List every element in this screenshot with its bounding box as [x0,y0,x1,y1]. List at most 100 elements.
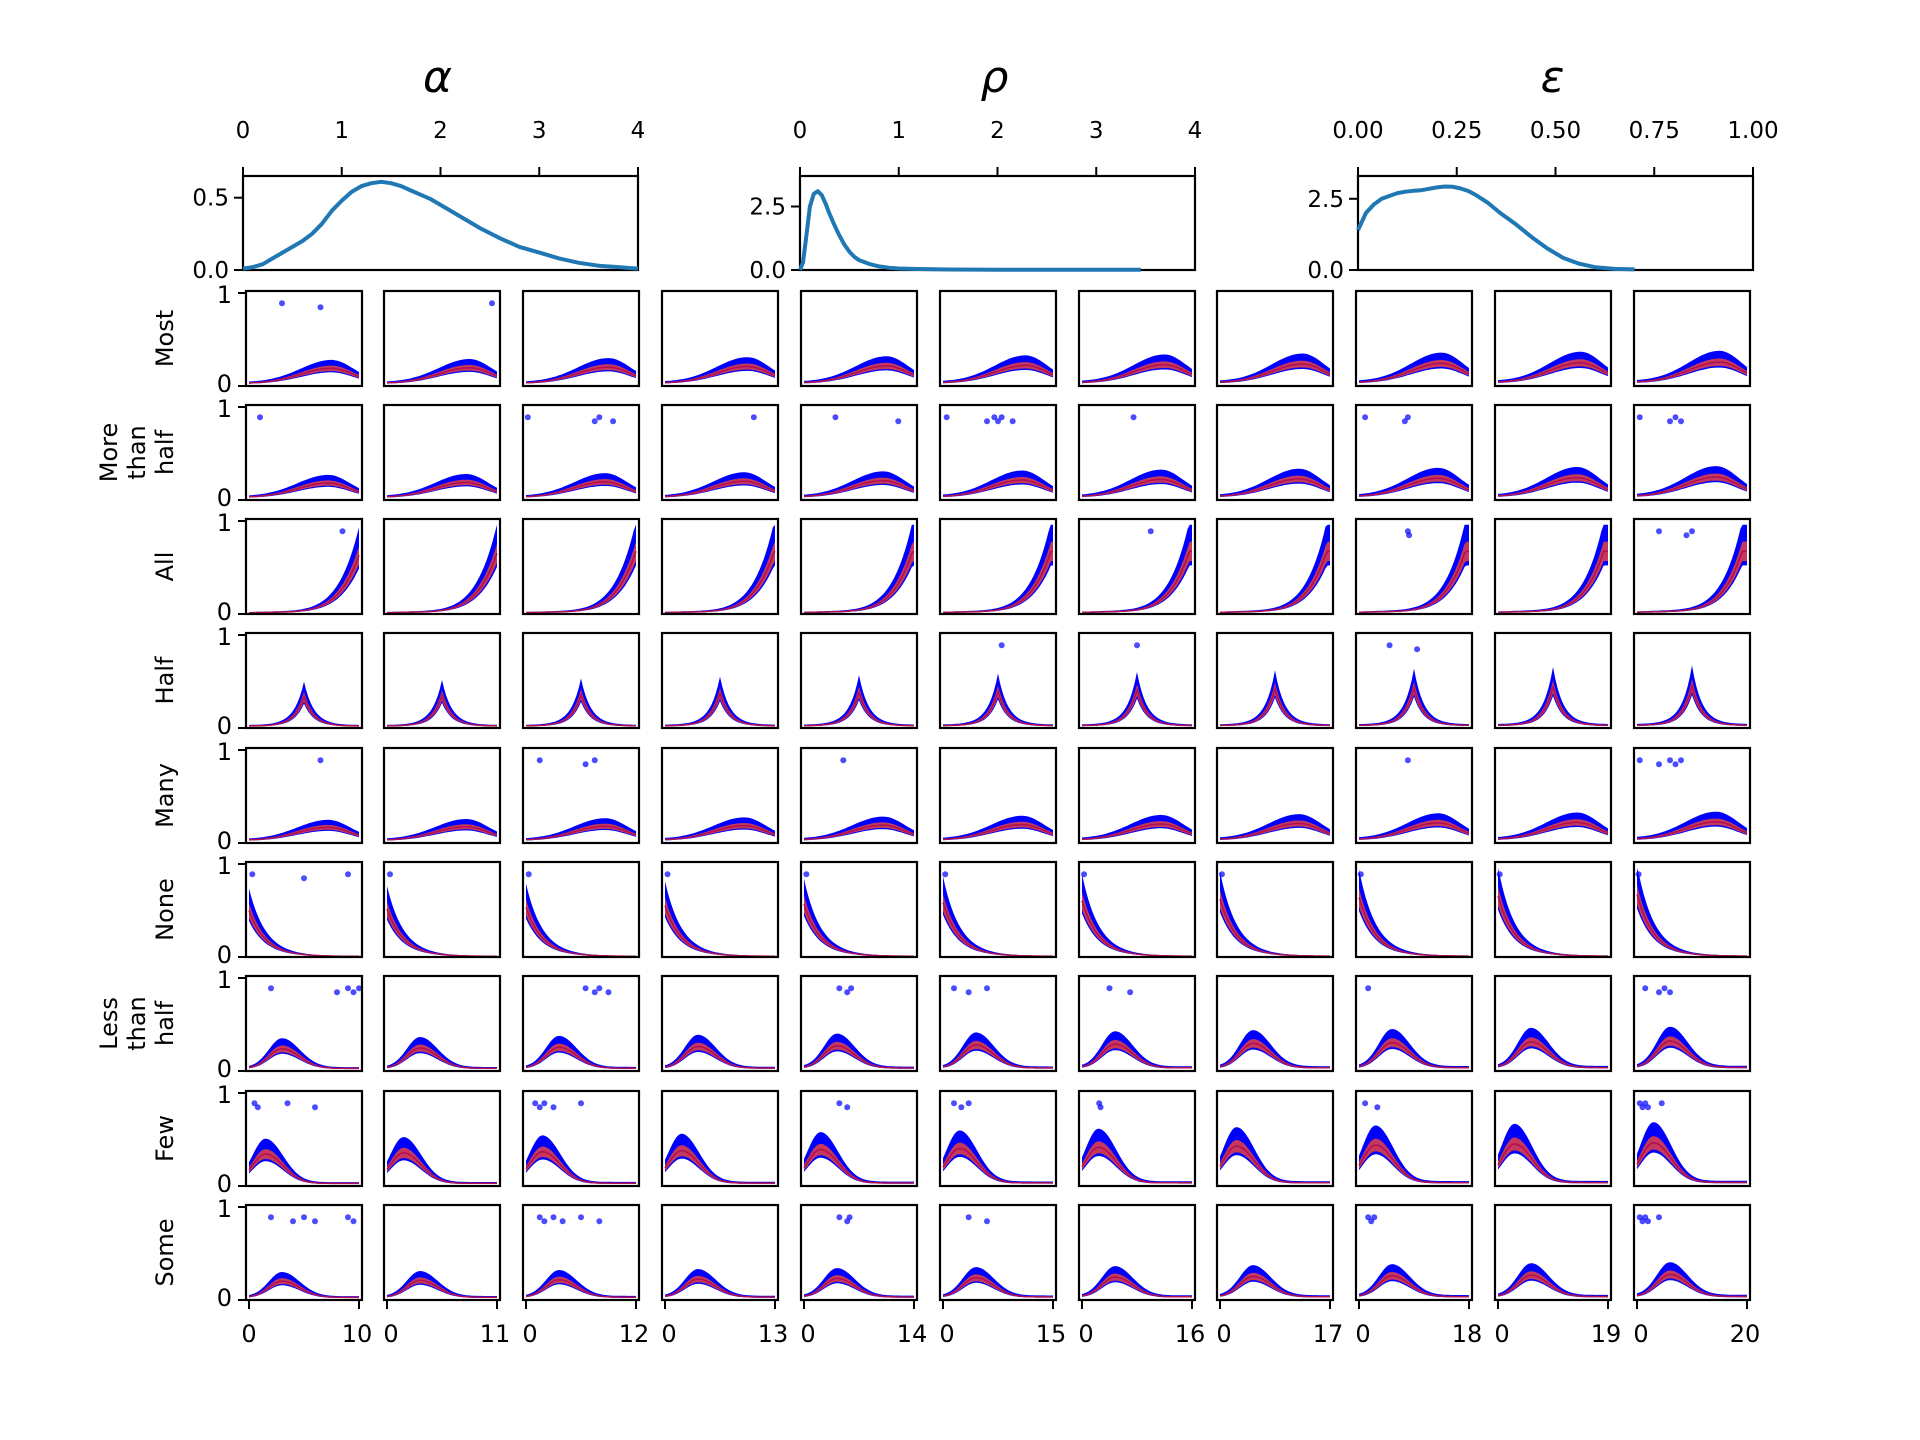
subplot-r7-c0: 10 [217,1081,364,1198]
subplot-r8-c1: 0 11 [382,1203,510,1348]
predicted-mean-line [1636,894,1747,957]
outlier-point [290,1218,296,1225]
subplot-r0-c0: 10 [217,281,364,398]
subplot-frame [521,517,641,616]
observed-band [1220,524,1330,613]
subplot-r2-c5 [938,517,1058,616]
predicted-band [1637,818,1747,840]
subplot-r7-c5 [938,1089,1058,1188]
subplot-frame [660,289,780,388]
subplot-frame [1632,631,1752,730]
outlier-point [532,1100,539,1107]
subplot-r8-c6: 0 16 [1077,1203,1205,1348]
outlier-point [550,1214,557,1221]
outlier-point [279,300,285,307]
observed-band [943,673,1053,727]
predicted-mean-line [664,480,776,498]
subplot-frame [244,517,364,616]
predicted-band [249,1149,359,1184]
subplot-x-tick-label: 0 [1355,1320,1370,1348]
subplot-frame [1354,1089,1474,1188]
observed-band [1498,1263,1608,1298]
subplot-frame [1354,403,1474,502]
predicted-mean-line [942,823,1054,841]
subplot-r2-c3 [660,517,780,616]
predicted-mean-line [525,1151,636,1184]
subplot-r1-c5 [938,403,1058,502]
outlier-point [942,871,949,878]
predicted-mean-line [1081,478,1193,497]
subplot-r2-c4 [799,517,919,616]
outlier-point [334,989,340,996]
subplot-r1-c1 [382,403,502,502]
observed-band [665,1034,775,1069]
predicted-mean-line [1081,1043,1192,1069]
outlier-point [591,989,598,996]
predicted-band [1498,474,1608,497]
subplot-frame [799,746,919,845]
outlier-point [1635,871,1642,878]
subplot-frame [1354,974,1474,1073]
subplot-x-tick-label: 0 [661,1320,676,1348]
subplot-r1-c0: 10 [217,395,364,512]
subplot-frame [938,289,1058,388]
row-label-line: half [151,1000,179,1046]
outlier-point [525,871,532,878]
outlier-point [578,1100,584,1107]
predicted-band [943,821,1053,840]
outlier-point [1404,414,1411,421]
density-x-tick-label: 3 [532,118,547,144]
observed-band [1359,668,1469,726]
density-x-tick-label: 1 [891,118,906,144]
predicted-mean-line [386,1279,497,1299]
observed-band [943,1267,1053,1298]
outlier-point [803,871,810,878]
outlier-point [1656,528,1662,535]
subplot-x-tick-label: 0 [383,1320,398,1348]
subplot-frame [938,1089,1058,1188]
predicted-mean-line [248,826,360,841]
predicted-band [1498,819,1608,840]
predicted-band [1220,541,1330,613]
observed-band [804,524,914,613]
subplot-r5-c1 [382,860,502,959]
subplot-y-tick-label: 1 [217,966,232,994]
subplot-frame [382,860,502,959]
subplot-frame [1215,631,1335,730]
outlier-point [524,414,531,421]
subplot-frame [799,289,919,388]
observed-band [665,1133,775,1184]
subplot-frame [1215,860,1335,959]
outlier-point [301,875,307,882]
subplot-x-tick-label: 12 [619,1320,650,1348]
subplot-r3-c0: 10 [217,623,364,740]
predicted-mean-line [803,824,915,841]
subplot-frame [799,403,919,502]
predicted-band [1082,1040,1192,1069]
subplot-frame [938,517,1058,616]
outlier-point [965,989,972,996]
outlier-point [550,1104,557,1111]
observed-band [1220,1030,1330,1069]
observed-band [1637,1122,1747,1184]
predicted-band [1082,361,1192,383]
subplot-r0-c1 [382,289,502,388]
row-label-line: Many [151,763,179,828]
density-x-tick-label: 0.00 [1332,118,1383,144]
row-label-line: half [151,429,179,475]
predicted-mean-line [664,365,776,384]
predicted-mean-line [387,552,498,614]
subplot-y-tick-label: 1 [217,509,232,537]
predicted-band [804,1143,914,1184]
predicted-mean-line [386,693,498,727]
outlier-point [582,985,589,992]
outlier-point [998,414,1005,421]
outlier-point [350,1218,357,1225]
subplot-x-tick-label: 10 [342,1320,373,1348]
subplot-r2-c6 [1077,517,1197,616]
predicted-band [1359,819,1469,840]
subplot-frame [1493,517,1613,616]
subplot-frame [244,1203,364,1302]
outlier-point [1636,414,1643,421]
